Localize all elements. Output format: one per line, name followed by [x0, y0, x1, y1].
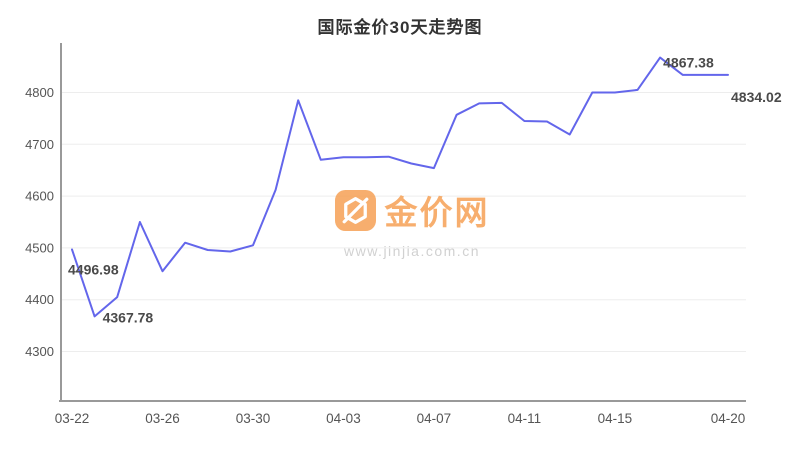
point-value-label: 4867.38	[663, 55, 714, 71]
x-tick-label: 04-03	[326, 411, 361, 426]
point-value-label: 4367.78	[103, 309, 154, 325]
price-line	[71, 56, 729, 318]
point-value-label: 4834.02	[731, 89, 782, 105]
point-value-label: 4496.98	[68, 261, 119, 277]
x-tick-label: 04-07	[417, 411, 452, 426]
x-tick-label: 04-15	[598, 411, 633, 426]
y-tick-label: 4300	[25, 344, 54, 359]
x-tick-label: 04-20	[711, 411, 746, 426]
y-tick-label: 4400	[25, 292, 54, 307]
x-tick-label: 03-22	[55, 411, 90, 426]
y-tick-label: 4800	[25, 85, 54, 100]
y-tick-label: 4500	[25, 240, 54, 255]
y-tick-label: 4600	[25, 189, 54, 204]
x-tick-label: 03-26	[145, 411, 180, 426]
y-tick-label: 4700	[25, 137, 54, 152]
x-tick-label: 03-30	[236, 411, 271, 426]
chart-title: 国际金价30天走势图	[317, 18, 483, 37]
x-tick-label: 04-11	[508, 411, 542, 426]
